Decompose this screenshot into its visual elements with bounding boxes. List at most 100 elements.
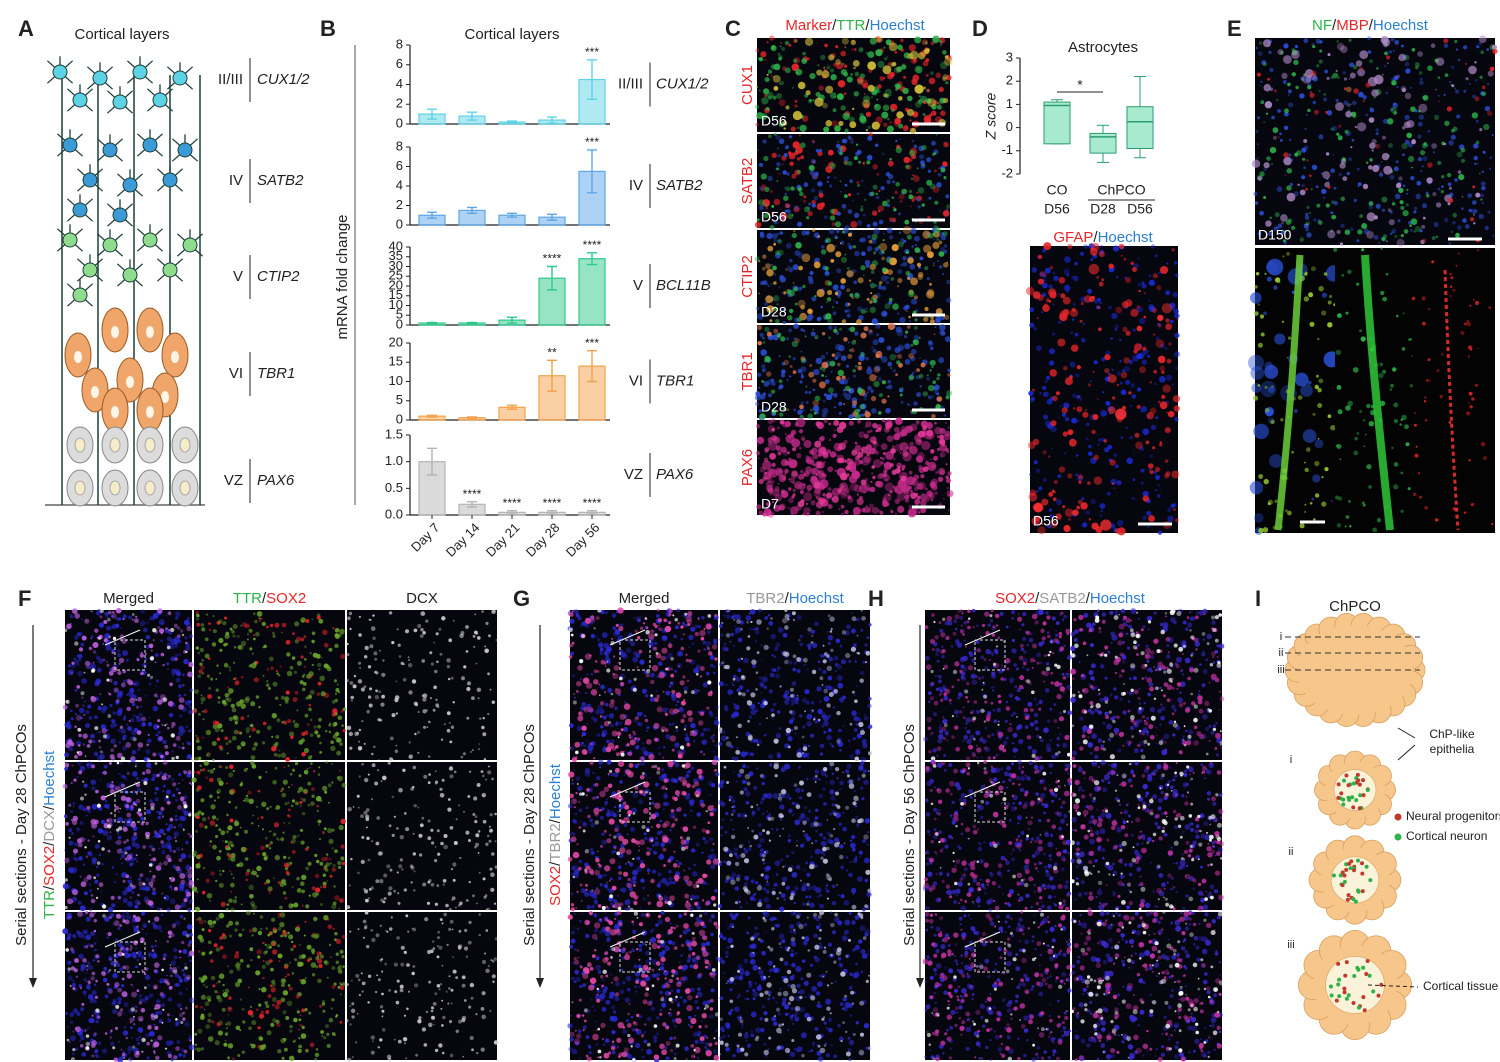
texture-dot bbox=[1324, 69, 1329, 74]
texture-dot bbox=[1446, 106, 1452, 112]
texture-dot bbox=[935, 308, 943, 315]
texture-dot bbox=[1309, 321, 1315, 327]
texture-dot bbox=[809, 364, 813, 367]
texture-dot bbox=[837, 488, 843, 493]
texture-dot bbox=[1388, 50, 1392, 54]
texture-dot bbox=[1465, 77, 1469, 81]
texture-dot bbox=[863, 326, 869, 332]
texture-dot bbox=[938, 240, 943, 245]
texture-dot bbox=[871, 260, 879, 267]
texture-dot bbox=[1136, 404, 1141, 409]
texture-dot bbox=[768, 134, 772, 139]
texture-dot bbox=[156, 925, 162, 930]
texture-dot bbox=[1360, 336, 1366, 342]
texture-dot bbox=[105, 614, 109, 619]
texture-dot bbox=[821, 361, 829, 369]
texture-dot bbox=[274, 696, 279, 700]
texture-dot bbox=[758, 479, 764, 484]
texture-dot bbox=[1451, 84, 1455, 88]
texture-dot bbox=[1071, 417, 1078, 424]
texture-dot bbox=[761, 368, 766, 373]
texture-dot bbox=[132, 703, 136, 707]
texture-dot bbox=[163, 784, 166, 788]
nucleus bbox=[126, 376, 134, 388]
texture-dot bbox=[915, 191, 919, 194]
texture-dot bbox=[1422, 238, 1426, 243]
texture-dot bbox=[755, 401, 760, 406]
texture-dot bbox=[162, 663, 165, 667]
stain-part: Merged bbox=[103, 590, 154, 607]
texture-dot bbox=[1268, 50, 1272, 55]
texture-dot bbox=[910, 205, 912, 208]
texture-dot bbox=[916, 262, 922, 267]
texture-dot bbox=[1477, 347, 1480, 350]
texture-dot bbox=[889, 71, 895, 78]
y-tick-label: -1 bbox=[1001, 142, 1013, 157]
texture-dot bbox=[1356, 282, 1360, 286]
significance-label: **** bbox=[543, 496, 562, 510]
texture-dot bbox=[1038, 503, 1042, 507]
texture-dot bbox=[1363, 445, 1366, 448]
texture-dot bbox=[927, 384, 935, 392]
texture-dot bbox=[145, 768, 151, 775]
texture-dot bbox=[913, 174, 916, 178]
texture-dot bbox=[1489, 167, 1492, 170]
texture-dot bbox=[1266, 156, 1271, 161]
texture-dot bbox=[911, 298, 918, 305]
texture-dot bbox=[114, 938, 118, 941]
texture-dot bbox=[772, 95, 777, 100]
texture-dot bbox=[200, 696, 206, 702]
texture-dot bbox=[763, 58, 767, 62]
texture-dot bbox=[802, 438, 805, 442]
texture-dot bbox=[1439, 395, 1443, 399]
texture-dot bbox=[909, 50, 919, 60]
texture-dot bbox=[921, 203, 925, 207]
texture-dot bbox=[773, 436, 781, 444]
texture-dot bbox=[80, 881, 87, 888]
texture-dot bbox=[919, 95, 928, 104]
texture-dot bbox=[80, 1007, 85, 1012]
texture-dot bbox=[68, 1040, 71, 1043]
texture-dot bbox=[792, 110, 803, 121]
texture-dot bbox=[871, 318, 878, 325]
texture-dot bbox=[798, 429, 804, 434]
texture-dot bbox=[1154, 382, 1157, 386]
texture-dot bbox=[885, 407, 891, 414]
texture-dot bbox=[1107, 373, 1111, 376]
stain-part: TTR bbox=[233, 590, 262, 607]
texture-dot bbox=[895, 182, 900, 187]
texture-dot bbox=[185, 933, 190, 938]
texture-dot bbox=[72, 1030, 75, 1033]
texture-dot bbox=[764, 471, 767, 475]
texture-dot bbox=[802, 329, 806, 332]
texture-dot bbox=[83, 783, 88, 788]
texture-dot bbox=[937, 373, 941, 377]
texture-dot bbox=[1118, 243, 1125, 249]
texture-dot bbox=[85, 945, 89, 949]
texture-dot bbox=[140, 911, 145, 916]
texture-dot bbox=[84, 846, 87, 849]
texture-dot bbox=[788, 328, 793, 333]
y-tick-label: 0 bbox=[1006, 119, 1013, 134]
texture-dot bbox=[1333, 247, 1338, 252]
texture-dot bbox=[147, 673, 151, 677]
texture-dot bbox=[1424, 396, 1427, 399]
texture-dot bbox=[109, 1036, 112, 1039]
texture-dot bbox=[946, 212, 949, 215]
texture-dot bbox=[798, 265, 803, 271]
texture-dot bbox=[1280, 214, 1288, 222]
texture-dot bbox=[1337, 135, 1343, 141]
texture-dot bbox=[779, 419, 785, 425]
texture-dot bbox=[106, 806, 109, 809]
texture-dot bbox=[85, 1034, 90, 1038]
texture-dot bbox=[926, 290, 935, 299]
texture-dot bbox=[152, 874, 156, 879]
texture-dot bbox=[816, 69, 823, 76]
texture-dot bbox=[899, 389, 902, 392]
texture-dot bbox=[815, 510, 821, 516]
texture-dot bbox=[856, 149, 862, 155]
texture-dot bbox=[189, 688, 194, 692]
texture-dot bbox=[901, 467, 905, 471]
texture-dot bbox=[827, 466, 834, 473]
texture-dot bbox=[1087, 288, 1092, 294]
